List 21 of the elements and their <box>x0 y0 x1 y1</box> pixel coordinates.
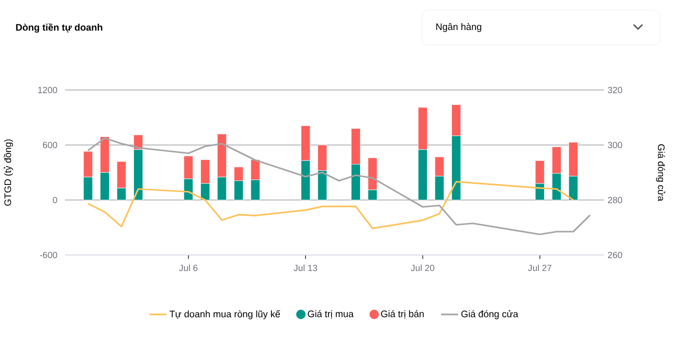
legend-label: Giá trị bán <box>381 310 424 319</box>
x-tick-label: Jul 6 <box>179 264 198 272</box>
y2-tick-label: 300 <box>608 142 622 148</box>
y2-tick-label: 280 <box>608 196 622 204</box>
x-tick-label: Jul 20 <box>410 264 434 272</box>
legend-label: Giá trị mua <box>308 310 354 319</box>
x-tick-label: Jul 27 <box>528 264 552 272</box>
y-tick-label: -600 <box>40 252 58 258</box>
y2-axis-title: Giá đóng cửa <box>656 144 666 202</box>
text: Ngân hàng <box>436 23 482 32</box>
y-tick-label: 1200 <box>38 86 58 94</box>
line-series <box>87 180 574 230</box>
x-tick-label: Jul 13 <box>294 264 318 272</box>
chart-title: Dòng tiền tự doanh <box>16 23 102 33</box>
y-tick-label: 0 <box>52 196 58 204</box>
y-tick-label: 600 <box>42 142 58 148</box>
y2-tick-label: 320 <box>608 86 622 94</box>
legend-label: Tự doanh mua ròng lũy kế <box>170 310 280 320</box>
legend-label: Giá đóng cửa <box>461 310 518 320</box>
y-axis-title: GTGD (tỷ đồng) <box>4 139 13 206</box>
y2-tick-label: 260 <box>608 252 622 258</box>
